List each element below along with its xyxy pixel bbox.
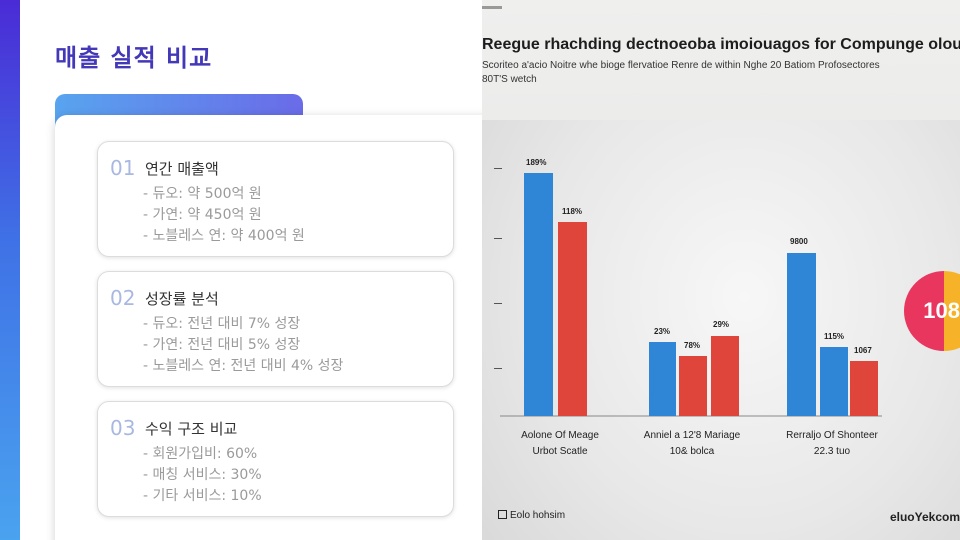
photo-subtitle: Scoriteo a'acio Noitre whe bioge flervat…	[482, 60, 880, 71]
category-sublabel: Urbot Scatle	[532, 446, 588, 457]
item-title: 연간 매출액	[145, 160, 219, 178]
value-label: 189%	[526, 158, 547, 167]
page-title: 매출 실적 비교	[55, 44, 213, 72]
list-item: 03 수익 구조 비교 - 회원가입비: 60% - 매칭 서비스: 30% -…	[97, 401, 454, 517]
value-label: 115%	[824, 332, 845, 341]
value-label: 1067	[854, 346, 872, 355]
value-label: 9800	[790, 237, 808, 246]
item-number: 03	[110, 416, 136, 440]
value-label: 118%	[562, 207, 583, 216]
value-label: 29%	[713, 320, 730, 329]
bar	[850, 361, 878, 416]
bar	[524, 173, 553, 416]
bar	[787, 253, 816, 416]
chart-photo: Reegue rhachding dectnoeoba imoiouagos f…	[482, 0, 960, 540]
value-label: 78%	[684, 341, 701, 350]
edit-icon	[498, 510, 507, 519]
badge-value: 108	[923, 298, 960, 323]
category-label: Anniel a 12'8 Mariage	[643, 430, 741, 441]
item-line: - 가연: 전년 대비 5% 성장	[143, 337, 301, 353]
axis-tick	[494, 368, 502, 369]
item-line: - 듀오: 약 500억 원	[143, 186, 262, 202]
footer-left-text: Eolo hohsim	[510, 510, 566, 521]
bar	[679, 356, 707, 416]
item-line: - 기타 서비스: 10%	[143, 488, 262, 504]
category-sublabel: 22.3 tuo	[813, 446, 851, 457]
bar	[820, 347, 848, 416]
bar	[649, 342, 676, 416]
list-item: 02 성장률 분석 - 듀오: 전년 대비 7% 성장 - 가연: 전년 대비 …	[97, 271, 454, 387]
item-number: 01	[110, 156, 136, 180]
percentage-badge: 108	[904, 271, 960, 351]
category-label: Rerraljo Of Shonteer	[786, 430, 878, 441]
item-line: - 노블레스 연: 약 400억 원	[143, 228, 305, 244]
value-label: 23%	[654, 327, 671, 336]
content-card: 01 연간 매출액 - 듀오: 약 500억 원 - 가연: 약 450억 원 …	[55, 115, 497, 540]
item-line: - 가연: 약 450억 원	[143, 207, 262, 223]
item-lines: - 듀오: 약 500억 원 - 가연: 약 450억 원 - 노블레스 연: …	[143, 184, 305, 247]
photo-tiny-mark	[482, 6, 502, 9]
bar	[558, 222, 587, 416]
axis-tick	[494, 168, 502, 169]
item-lines: - 듀오: 전년 대비 7% 성장 - 가연: 전년 대비 5% 성장 - 노블…	[143, 314, 343, 377]
axis-tick	[494, 303, 502, 304]
item-lines: - 회원가입비: 60% - 매칭 서비스: 30% - 기타 서비스: 10%	[143, 444, 262, 507]
photo-header-area	[482, 0, 960, 120]
axis-tick	[494, 238, 502, 239]
photo-subtitle-2: 80T'S wetch	[482, 74, 537, 85]
photo-footer-left: Eolo hohsim	[498, 510, 565, 521]
item-line: - 회원가입비: 60%	[143, 446, 258, 462]
left-accent-bar	[0, 0, 20, 540]
item-line: - 노블레스 연: 전년 대비 4% 성장	[143, 358, 344, 374]
category-sublabel: 10& bolca	[669, 446, 715, 457]
category-label: Aolone Of Meage	[521, 430, 599, 441]
item-line: - 매칭 서비스: 30%	[143, 467, 262, 483]
bar	[711, 336, 739, 416]
item-title: 수익 구조 비교	[145, 420, 238, 438]
item-number: 02	[110, 286, 136, 310]
photo-bars	[500, 173, 882, 417]
photo-title: Reegue rhachding dectnoeoba imoiouagos f…	[482, 36, 960, 53]
item-title: 성장률 분석	[145, 290, 219, 308]
list-item: 01 연간 매출액 - 듀오: 약 500억 원 - 가연: 약 450억 원 …	[97, 141, 454, 257]
item-line: - 듀오: 전년 대비 7% 성장	[143, 316, 301, 332]
photo-footer-right: eluoYekcom	[889, 510, 960, 524]
